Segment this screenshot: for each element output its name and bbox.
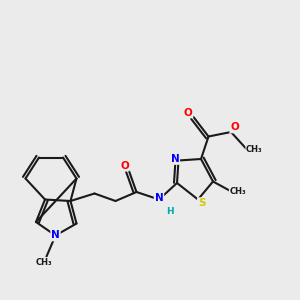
Text: CH₃: CH₃: [35, 258, 52, 267]
Text: N: N: [51, 230, 60, 241]
Text: S: S: [198, 198, 205, 208]
Text: H: H: [166, 207, 173, 216]
Text: O: O: [120, 160, 129, 171]
Text: CH₃: CH₃: [230, 188, 246, 196]
Text: N: N: [170, 154, 179, 164]
Text: O: O: [184, 107, 193, 118]
Text: N: N: [154, 193, 164, 203]
Text: O: O: [230, 122, 239, 133]
Text: CH₃: CH₃: [246, 146, 263, 154]
